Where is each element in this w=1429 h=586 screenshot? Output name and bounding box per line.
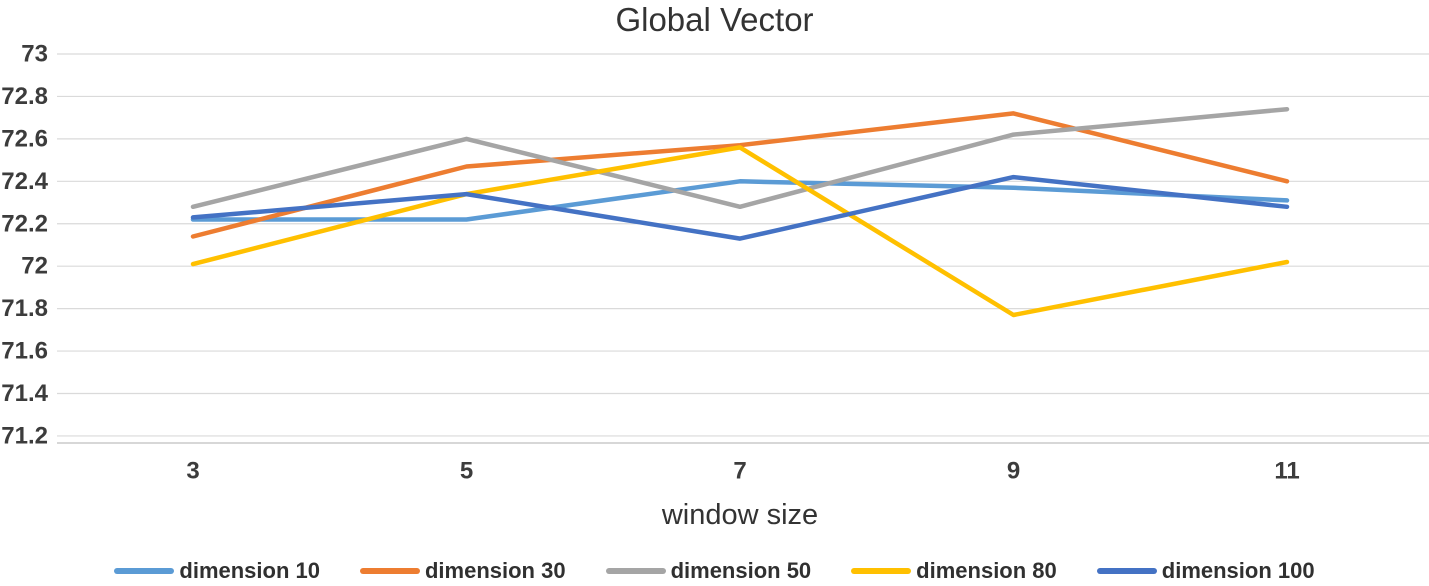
legend-line-marker-icon [359,568,420,574]
legend-label: dimension 100 [1161,558,1315,583]
y-tick-label-71-6: 71.6 [1,338,48,365]
x-tick-label-5: 5 [460,458,473,485]
legend-label: dimension 10 [179,558,320,583]
x-axis-title: window size [661,499,819,531]
legend-item-dimension-10: dimension 10 [114,558,320,584]
x-tick-label-9: 9 [1007,458,1020,485]
legend-line-marker-icon [114,568,175,574]
legend: dimension 10 dimension 30 dimension 50 dime… [0,558,1429,584]
y-tick-label-72-2: 72.2 [1,210,48,237]
x-tick-label-3: 3 [186,458,199,485]
legend-item-dimension-80: dimension 80 [851,558,1057,584]
y-tick-label-73: 73 [21,41,48,68]
legend-line-marker-icon [605,568,666,574]
y-tick-label-71-4: 71.4 [1,380,48,407]
series-line-dimension-100 [190,174,1290,241]
legend-label: dimension 50 [670,558,812,583]
y-tick-label-71-8: 71.8 [1,295,48,322]
legend-item-dimension-100: dimension 100 [1096,558,1315,584]
chart-title: Global Vector [615,1,814,38]
x-tick-label-7: 7 [733,458,746,485]
legend-item-dimension-30: dimension 30 [359,558,566,584]
x-tick-label-11: 11 [1274,458,1299,485]
y-tick-label-72-8: 72.8 [1,83,48,110]
y-tick-label-72: 72 [21,253,48,280]
legend-label: dimension 30 [424,558,566,583]
y-tick-label-72-6: 72.6 [1,125,48,152]
legend-line-marker-icon [851,568,912,574]
y-tick-label-72-4: 72.4 [1,168,48,195]
legend-label: dimension 80 [916,558,1057,583]
series-line-dimension-80 [190,145,1290,318]
y-tick-label-71-2: 71.2 [1,422,48,449]
legend-item-dimension-50: dimension 50 [605,558,812,584]
series-line-dimension-50 [190,106,1290,210]
legend-line-marker-icon [1096,568,1157,574]
